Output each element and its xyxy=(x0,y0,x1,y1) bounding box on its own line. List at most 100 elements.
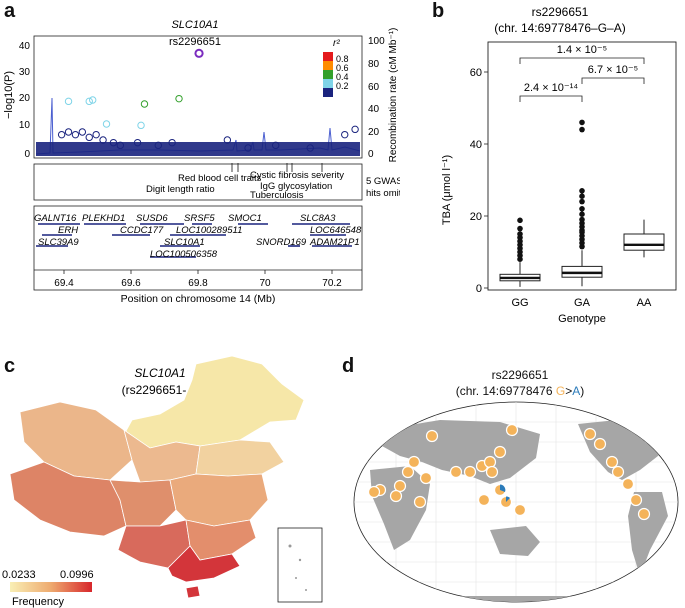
allele-freq-pie xyxy=(393,479,407,493)
allele-freq-pie xyxy=(611,465,625,479)
allele-freq-pie xyxy=(401,465,415,479)
allele-freq-pie xyxy=(425,429,439,443)
gene-title: SLC10A1 xyxy=(171,19,218,31)
region-hainan xyxy=(185,585,201,599)
outlier-point xyxy=(579,188,585,194)
b-x-tick: AA xyxy=(637,297,652,309)
region-southeast xyxy=(185,519,257,561)
manhattan-points xyxy=(57,48,359,152)
gwas-note: 5 GWAS xyxy=(366,176,400,187)
legend-swatch xyxy=(323,88,333,97)
allele-freq-pie xyxy=(389,489,403,503)
y2-axis-label: Recombination rate (cM Mb⁻¹) xyxy=(388,28,399,163)
allele-freq-pie xyxy=(583,427,597,441)
snp-point xyxy=(351,125,359,134)
legend-swatch xyxy=(323,79,333,88)
gwas-arrows xyxy=(231,163,323,172)
gwas-trait: IgG glycosylation xyxy=(260,181,332,192)
gene-label: SNORD169 xyxy=(256,237,307,248)
x-ticks xyxy=(34,269,362,274)
y2-tick: 100 xyxy=(368,36,385,47)
allele-freq-pie xyxy=(483,455,497,469)
gene-label: LOC100289511 xyxy=(176,225,242,236)
allele-freq-pie xyxy=(637,507,651,521)
box xyxy=(623,233,665,251)
allele-freq-pie xyxy=(593,437,607,451)
snp-point xyxy=(85,133,93,142)
outlier-point xyxy=(579,206,585,212)
y2-tick: 20 xyxy=(368,127,380,138)
china-map xyxy=(9,355,305,599)
b-y-tick: 0 xyxy=(476,283,482,295)
allele-freq-pie xyxy=(605,455,619,469)
allele-freq-pie xyxy=(621,477,635,491)
d-title-prefix: (chr. 14:69778476 xyxy=(455,384,556,398)
allele-freq-pie xyxy=(629,493,643,507)
sig-brackets xyxy=(519,57,645,102)
gene-label: CCDC177 xyxy=(120,225,164,236)
gene-label: ERH xyxy=(58,225,78,236)
outlier-point xyxy=(579,119,585,126)
gene-label: LOC100506358 xyxy=(150,249,218,260)
b-title-2: (chr. 14:69778476–G–A) xyxy=(494,21,625,35)
b-y-tick: 60 xyxy=(470,67,482,79)
panel-c-figure: SLC10A1 (rs2296651-A) 0.0233 0.0996 Freq… xyxy=(2,355,323,608)
outlier-point xyxy=(579,216,585,223)
allele-freq-pie xyxy=(419,471,433,485)
b-y-tick: 20 xyxy=(470,211,482,223)
sig-label: 1.4 × 10⁻⁵ xyxy=(557,44,607,56)
south-china-sea-inset xyxy=(277,527,323,603)
panel-b-figure: rs2296651 (chr. 14:69778476–G–A) TBA (μm… xyxy=(441,5,677,325)
alt-allele-slice xyxy=(506,496,510,502)
y-tick: 0 xyxy=(24,149,30,160)
legend-label: 0.4 xyxy=(336,72,349,82)
legend-max: 0.0996 xyxy=(60,569,94,581)
region-north-china xyxy=(195,439,285,477)
y-tick: 40 xyxy=(19,41,31,52)
gwas-trait: Cystic fibrosis severity xyxy=(250,170,344,181)
snp-point xyxy=(140,100,149,108)
region-central xyxy=(169,473,269,527)
outlier-point xyxy=(517,217,523,224)
x-tick: 70.2 xyxy=(322,278,342,289)
allele-freq-pie xyxy=(513,503,527,517)
snp-density-band xyxy=(36,142,360,156)
c-title-1: SLC10A1 xyxy=(134,366,185,380)
gene-label: SRSF5 xyxy=(184,213,215,224)
snp-point xyxy=(102,120,111,128)
gene-label: SLC39A9 xyxy=(38,237,79,248)
alt-allele-slice xyxy=(500,484,506,492)
b-title-1: rs2296651 xyxy=(532,5,589,19)
b-x-tick: GG xyxy=(511,297,528,309)
y2-tick: 40 xyxy=(368,104,380,115)
gene-track xyxy=(33,205,363,291)
allele-ref: G xyxy=(555,384,566,398)
legend-swatch xyxy=(323,61,333,70)
gene-label: SUSD6 xyxy=(136,213,168,224)
r2-legend-title: r² xyxy=(333,38,340,49)
y2-tick: 0 xyxy=(368,149,374,160)
x-tick: 69.6 xyxy=(121,278,141,289)
snp-point xyxy=(175,94,183,103)
inset-islands xyxy=(288,544,307,591)
legend-label: 0.6 xyxy=(336,63,349,73)
panel-a-letter: a xyxy=(4,0,16,22)
snp-point xyxy=(92,130,100,139)
australia xyxy=(490,526,540,556)
allele-freq-pie xyxy=(449,465,463,479)
outlier-point xyxy=(579,126,585,133)
y2-tick: 80 xyxy=(368,59,380,70)
c-title-2: (rs2296651-A) xyxy=(122,383,199,397)
gene-bars xyxy=(36,223,352,258)
x-tick: 69.4 xyxy=(54,278,74,289)
outlier-point xyxy=(579,193,585,199)
d-title-2: (chr. 14:69778476 G>A) xyxy=(360,384,680,398)
manhattan-frame xyxy=(33,35,363,159)
allele-freq-pie xyxy=(463,465,477,479)
snp-point xyxy=(71,130,80,139)
region-sichuan xyxy=(109,479,177,527)
allele-freq-pie xyxy=(367,485,381,499)
gene-label: SLC8A3 xyxy=(300,213,336,224)
b-x-label: Genotype xyxy=(558,313,606,325)
outlier-point xyxy=(517,231,523,237)
